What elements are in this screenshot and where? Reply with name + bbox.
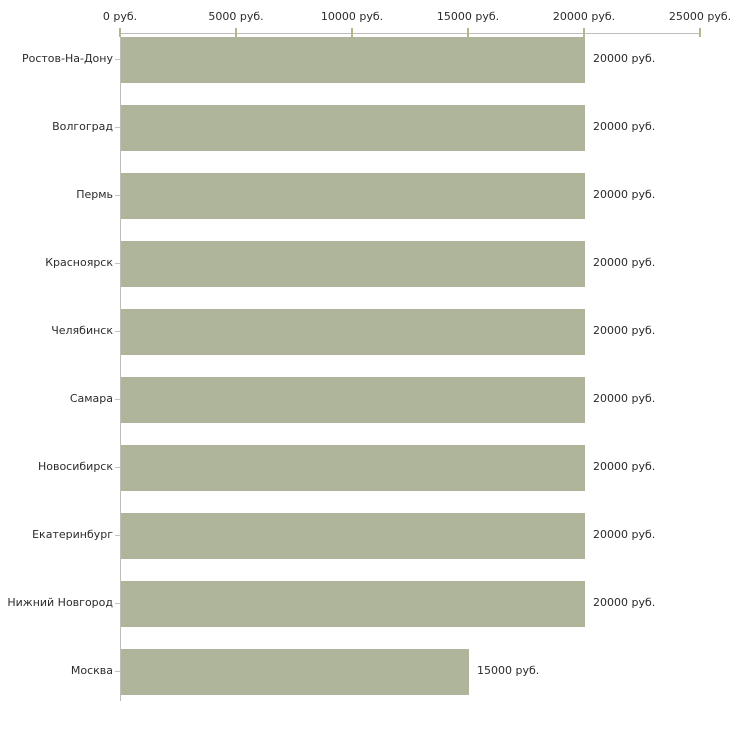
category-tick-mark xyxy=(115,59,120,60)
x-axis-tick-label: 20000 руб. xyxy=(552,10,616,23)
value-label: 20000 руб. xyxy=(593,188,656,201)
bar xyxy=(121,581,585,627)
category-tick-mark xyxy=(115,331,120,332)
x-axis-line xyxy=(120,33,701,34)
bar xyxy=(121,513,585,559)
value-label: 20000 руб. xyxy=(593,256,656,269)
category-tick-mark xyxy=(115,195,120,196)
value-label: 20000 руб. xyxy=(593,460,656,473)
x-axis-tick-label: 10000 руб. xyxy=(320,10,384,23)
category-tick-mark xyxy=(115,671,120,672)
y-axis-line xyxy=(120,33,121,701)
value-label: 20000 руб. xyxy=(593,52,656,65)
x-axis-tick-mark xyxy=(235,28,237,37)
bar xyxy=(121,445,585,491)
category-tick-mark xyxy=(115,399,120,400)
x-axis-tick-mark xyxy=(467,28,469,37)
x-axis-tick-mark xyxy=(583,28,585,37)
category-label: Красноярск xyxy=(45,256,113,269)
bar xyxy=(121,241,585,287)
category-tick-mark xyxy=(115,467,120,468)
x-axis-tick-label: 25000 руб. xyxy=(668,10,730,23)
value-label: 20000 руб. xyxy=(593,392,656,405)
category-tick-mark xyxy=(115,127,120,128)
bar xyxy=(121,173,585,219)
category-tick-mark xyxy=(115,603,120,604)
value-label: 20000 руб. xyxy=(593,324,656,337)
category-label: Челябинск xyxy=(51,324,113,337)
value-label: 20000 руб. xyxy=(593,120,656,133)
category-label: Нижний Новгород xyxy=(7,596,113,609)
value-label: 20000 руб. xyxy=(593,596,656,609)
bar xyxy=(121,37,585,83)
x-axis-tick-label: 0 руб. xyxy=(102,10,138,23)
value-label: 20000 руб. xyxy=(593,528,656,541)
category-tick-mark xyxy=(115,263,120,264)
x-axis-tick-label: 15000 руб. xyxy=(436,10,500,23)
bar xyxy=(121,309,585,355)
category-tick-mark xyxy=(115,535,120,536)
category-label: Пермь xyxy=(76,188,113,201)
value-label: 15000 руб. xyxy=(477,664,540,677)
category-label: Москва xyxy=(70,664,113,677)
category-label: Екатеринбург xyxy=(32,528,113,541)
category-label: Ростов-На-Дону xyxy=(21,52,113,65)
x-axis-tick-mark xyxy=(351,28,353,37)
bar xyxy=(121,649,469,695)
x-axis-tick-mark xyxy=(699,28,701,37)
bar xyxy=(121,377,585,423)
category-label: Новосибирск xyxy=(37,460,113,473)
x-axis-tick-label: 5000 руб. xyxy=(208,10,264,23)
x-axis-tick-mark xyxy=(119,28,121,37)
category-label: Волгоград xyxy=(52,120,113,133)
category-label: Самара xyxy=(69,392,113,405)
bar xyxy=(121,105,585,151)
